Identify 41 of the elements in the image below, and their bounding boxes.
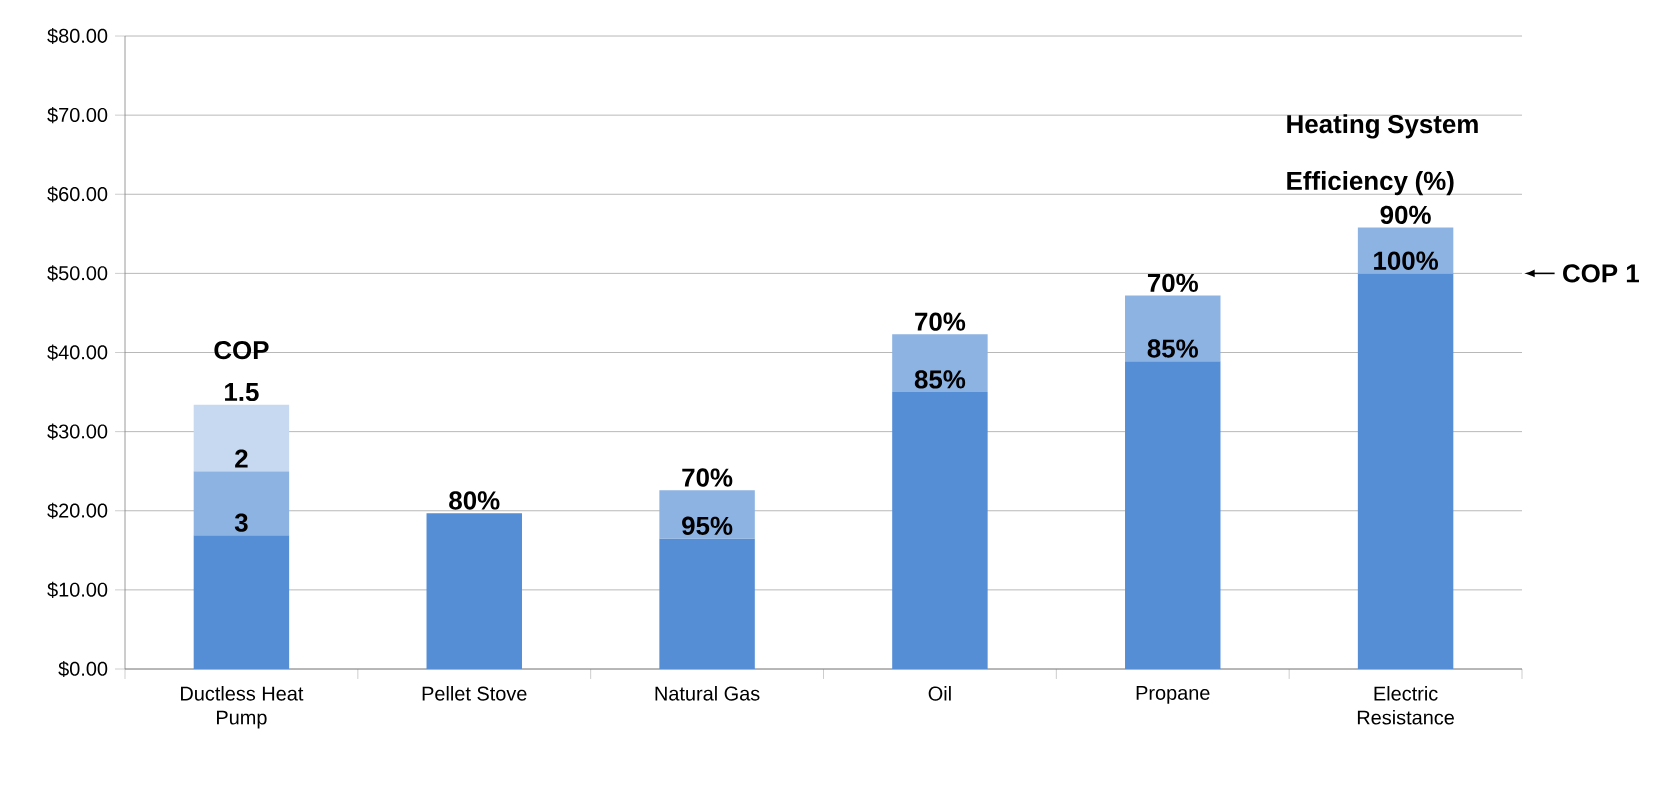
annotation: 90% (1380, 205, 1431, 224)
y-tick-label: $40.00 (47, 344, 108, 361)
y-tick-label: $10.00 (47, 581, 108, 598)
bar (193, 471, 290, 536)
y-tick-label: $0.00 (58, 660, 108, 678)
bar (892, 334, 988, 393)
annotation: COP (214, 340, 269, 360)
x-tick-label: Pellet Stove (422, 686, 527, 701)
annotation: 3 (234, 513, 248, 532)
annotation: 70% (915, 312, 966, 331)
annotation: 80% (449, 491, 500, 510)
text: COP 1 (1563, 264, 1639, 283)
y-tick-label: $70.00 (47, 107, 108, 124)
y-tick-label: $60.00 (47, 186, 108, 203)
x-tick-label: Natural Gas (655, 686, 760, 701)
annotation: 95% (682, 516, 733, 535)
annotation: 2 (235, 449, 248, 468)
bar (892, 392, 988, 669)
bar (426, 513, 522, 669)
y-tick-label: $30.00 (47, 423, 108, 440)
x-tick-label: Ductless Heat Pump (181, 686, 304, 729)
y-tick-label: $20.00 (47, 502, 108, 519)
annotation: 70% (682, 468, 733, 487)
text: Heating System Efficiency (%) (1287, 114, 1478, 196)
annotation: 85% (1147, 339, 1198, 358)
bar (1125, 295, 1221, 362)
x-tick-label: Electric Resistance (1357, 686, 1454, 725)
bar (1357, 273, 1454, 669)
annotation: 70% (1147, 273, 1198, 293)
y-tick-label: $50.00 (47, 265, 108, 282)
annotation: 1.5 (225, 383, 259, 402)
x-tick-label: Propane (1136, 685, 1210, 704)
bar (193, 404, 290, 472)
y-tick-label: $80.00 (47, 27, 108, 45)
bar (659, 538, 755, 669)
bar (193, 535, 290, 669)
bar (659, 490, 755, 539)
bar (1125, 361, 1221, 669)
annotation: 100% (1374, 251, 1439, 270)
annotation: 85% (914, 370, 966, 389)
x-tick-label: Oil (928, 686, 951, 701)
